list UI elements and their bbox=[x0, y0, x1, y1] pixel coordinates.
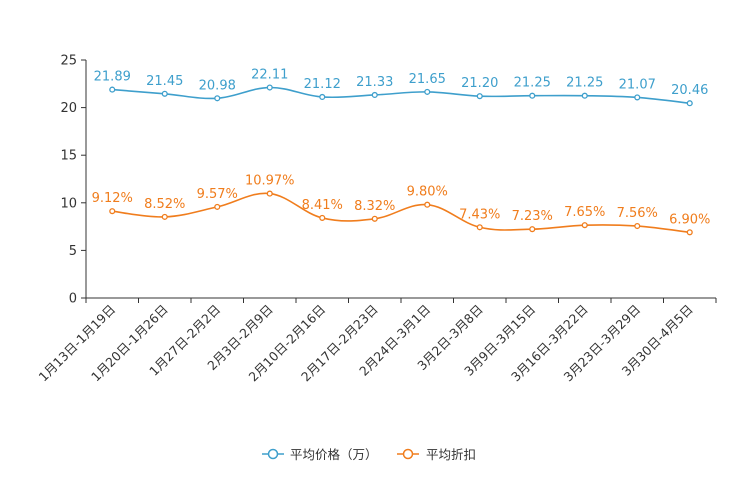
data-label: 21.25 bbox=[514, 76, 551, 91]
data-point[interactable] bbox=[634, 222, 641, 230]
data-label: 8.41% bbox=[302, 198, 343, 213]
data-label: 21.45 bbox=[146, 74, 183, 89]
y-tick-label: 10 bbox=[60, 196, 77, 211]
legend-marker-price bbox=[267, 448, 279, 460]
series bbox=[109, 84, 693, 236]
data-label: 10.97% bbox=[245, 174, 295, 189]
data-label: 21.65 bbox=[409, 72, 446, 87]
data-labels: 21.89 21.45 20.98 22.11 21.12 21.33 21.65 21.20… bbox=[92, 68, 711, 228]
data-point[interactable] bbox=[371, 215, 378, 222]
data-label: 9.12% bbox=[92, 191, 133, 206]
data-point[interactable] bbox=[686, 100, 693, 107]
data-label: 8.52% bbox=[144, 197, 185, 212]
data-point[interactable] bbox=[214, 203, 221, 210]
legend[interactable]: 平均价格（万） 平均折扣 bbox=[262, 447, 476, 462]
data-label: 21.07 bbox=[619, 77, 656, 92]
data-point[interactable] bbox=[319, 93, 326, 100]
series-line-0 bbox=[112, 86, 690, 105]
data-point[interactable] bbox=[581, 222, 588, 229]
data-label: 7.56% bbox=[617, 206, 658, 221]
data-label: 7.23% bbox=[512, 209, 553, 224]
data-point[interactable] bbox=[161, 213, 168, 220]
data-point[interactable] bbox=[161, 90, 168, 97]
y-tick-label: 0 bbox=[69, 292, 77, 307]
data-point[interactable] bbox=[476, 93, 483, 100]
data-label: 9.57% bbox=[197, 187, 238, 202]
y-tick-label: 20 bbox=[60, 101, 77, 116]
data-label: 21.25 bbox=[566, 76, 603, 91]
data-point[interactable] bbox=[214, 95, 221, 102]
data-point[interactable] bbox=[424, 88, 431, 95]
data-label: 8.32% bbox=[354, 199, 395, 214]
data-label: 7.43% bbox=[459, 207, 500, 222]
data-label: 7.65% bbox=[564, 205, 605, 220]
data-point[interactable] bbox=[424, 201, 431, 208]
data-point[interactable] bbox=[529, 226, 536, 233]
legend-label-price: 平均价格（万） bbox=[290, 447, 378, 462]
data-label: 21.20 bbox=[461, 76, 498, 91]
data-label: 21.89 bbox=[94, 70, 131, 85]
data-label: 6.90% bbox=[669, 212, 710, 227]
legend-marker-discount bbox=[402, 448, 414, 460]
legend-item-discount[interactable]: 平均折扣 bbox=[397, 447, 476, 462]
data-point[interactable] bbox=[634, 94, 641, 101]
legend-item-price[interactable]: 平均价格（万） bbox=[262, 447, 378, 462]
y-tick-label: 25 bbox=[60, 54, 77, 69]
data-point[interactable] bbox=[109, 208, 116, 215]
y-tick-label: 15 bbox=[60, 149, 77, 164]
y-axis-ticks: 0 5 10 15 20 25 bbox=[60, 54, 86, 307]
series-line-1 bbox=[112, 192, 690, 234]
data-label: 9.80% bbox=[407, 185, 448, 200]
data-point[interactable] bbox=[109, 86, 116, 93]
data-point[interactable] bbox=[266, 190, 273, 197]
data-point[interactable] bbox=[319, 214, 326, 221]
x-axis-labels: 1月13日-1月19日1月20日-1月26日1月27日-2月2日2月3日-2月9… bbox=[35, 298, 717, 384]
data-point[interactable] bbox=[476, 224, 483, 231]
data-label: 20.46 bbox=[671, 83, 708, 98]
legend-label-discount: 平均折扣 bbox=[426, 447, 476, 462]
data-point[interactable] bbox=[371, 91, 378, 98]
data-point[interactable] bbox=[529, 92, 536, 99]
data-point[interactable] bbox=[581, 92, 588, 99]
data-point[interactable] bbox=[266, 84, 273, 91]
data-label: 21.12 bbox=[304, 77, 341, 92]
data-label: 21.33 bbox=[356, 75, 393, 90]
data-label: 20.98 bbox=[199, 78, 236, 93]
y-tick-label: 5 bbox=[69, 244, 77, 259]
data-point[interactable] bbox=[686, 229, 693, 236]
data-label: 22.11 bbox=[251, 68, 288, 83]
